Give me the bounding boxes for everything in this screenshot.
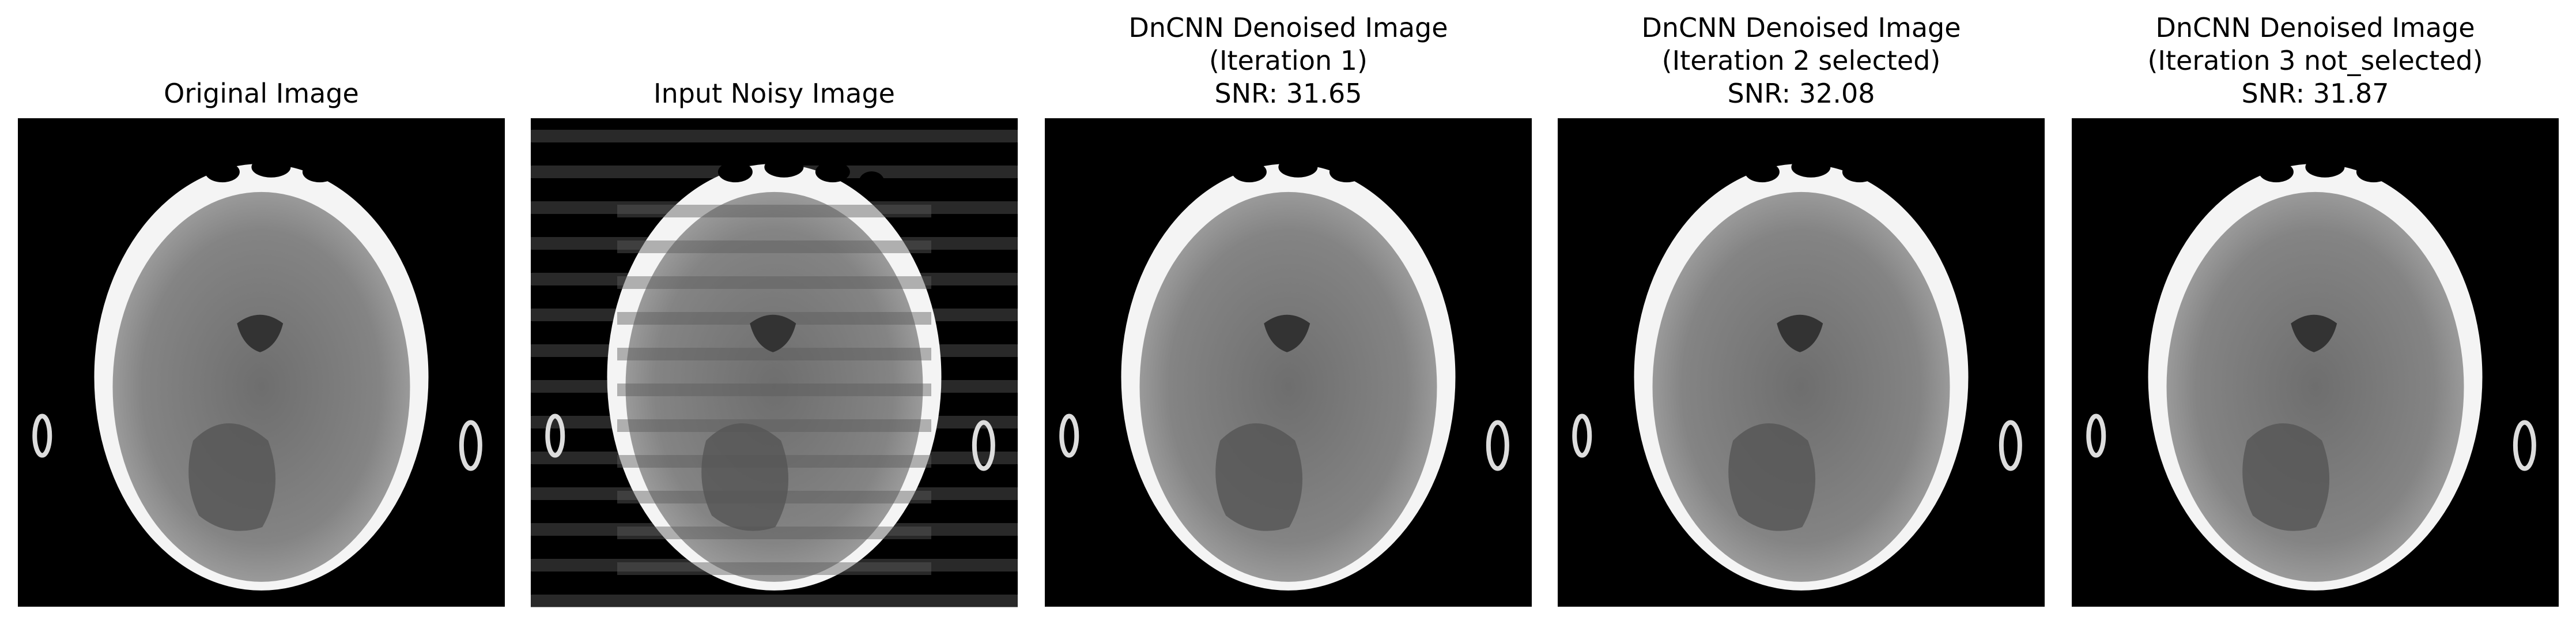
sinus [1791, 156, 1831, 178]
sinus [764, 156, 804, 178]
ear-left [2086, 414, 2106, 458]
sinus [1329, 161, 1364, 183]
sinus [1744, 161, 1780, 183]
ear-left [1059, 414, 1079, 458]
ear-left [1572, 414, 1592, 458]
noise-band [617, 205, 931, 217]
ear-right [1486, 420, 1509, 471]
sinus [1232, 161, 1267, 183]
posterior-fossa [701, 423, 789, 531]
posterior-fossa [1215, 423, 1303, 531]
brain [625, 191, 923, 582]
panel-title: DnCNN Denoised Image [1641, 12, 1961, 43]
brain [1139, 191, 1437, 582]
sinus [2258, 161, 2294, 183]
panel-title: SNR: 31.87 [2242, 78, 2389, 109]
panel-title: DnCNN Denoised Image [1128, 12, 1448, 43]
sinus [2400, 171, 2426, 193]
noise-band [617, 276, 931, 289]
brain [112, 191, 410, 582]
noise-band [617, 240, 931, 253]
sinus [815, 161, 850, 183]
sinus [302, 161, 337, 183]
sinus [251, 156, 291, 178]
sinus [717, 161, 753, 183]
ventricle [1264, 314, 1310, 352]
noise-band [617, 527, 931, 539]
ct-image [531, 118, 1018, 607]
ventricle [237, 314, 284, 352]
panel-title: DnCNN Denoised Image [2155, 12, 2475, 43]
sinus [205, 161, 240, 183]
noise-band [531, 130, 1018, 142]
posterior-fossa [2242, 423, 2330, 531]
ct-image [18, 118, 505, 607]
noise-band [617, 348, 931, 360]
brain [1652, 191, 1950, 582]
posterior-fossa [1728, 423, 1816, 531]
sinus [1886, 171, 1912, 193]
sinus [1373, 171, 1399, 193]
sinus [1278, 156, 1318, 178]
posterior-fossa [188, 423, 276, 531]
ct-image [2072, 118, 2559, 607]
panel-title: (Iteration 2 selected) [1662, 45, 1941, 76]
panel-title: Original Image [164, 78, 359, 109]
ear-left [545, 414, 565, 458]
ventricle [1777, 314, 1823, 352]
sinus [2356, 161, 2391, 183]
sinus [859, 171, 885, 193]
ct-image [1558, 118, 2045, 607]
panel-title: Input Noisy Image [654, 78, 895, 109]
sinus [1842, 161, 1877, 183]
noise-band [617, 419, 931, 432]
sinus [346, 171, 372, 193]
panel-title: SNR: 31.65 [1215, 78, 1362, 109]
sinus [2305, 156, 2345, 178]
ear-right [2513, 420, 2536, 471]
ear-right [972, 420, 995, 471]
ct-image [1045, 118, 1532, 607]
ear-right [1999, 420, 2022, 471]
ventricle [750, 314, 796, 352]
ventricle [2291, 314, 2337, 352]
noise-band [617, 384, 931, 396]
noise-band [531, 595, 1018, 607]
panel-title: (Iteration 1) [1209, 45, 1368, 76]
noise-band [617, 562, 931, 575]
brain [2166, 191, 2464, 582]
ear-left [32, 414, 52, 458]
panel-title: SNR: 32.08 [1728, 78, 1875, 109]
ear-right [459, 420, 482, 471]
panel-title: (Iteration 3 not_selected) [2147, 45, 2483, 76]
